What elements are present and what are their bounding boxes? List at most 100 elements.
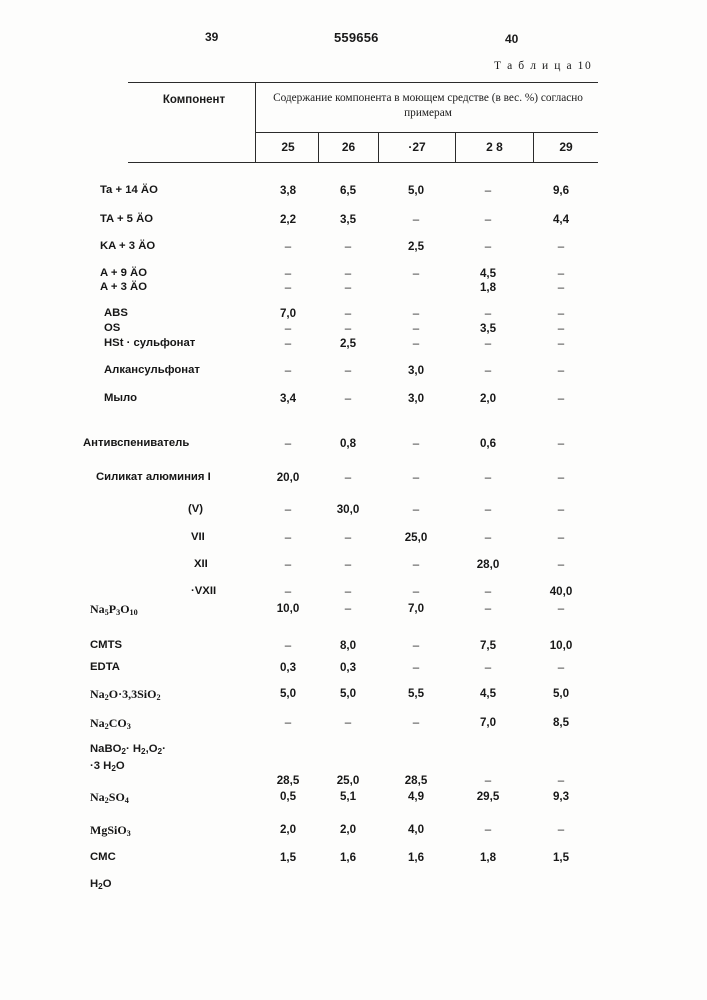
table-cell: 1,5 (528, 851, 594, 864)
table-cell: 2,5 (380, 240, 452, 253)
table-cell: 3,8 (258, 184, 318, 197)
row-label: Антивспениватель (83, 437, 189, 449)
table-cell: – (528, 823, 594, 836)
table-cell: – (528, 471, 594, 484)
table-row: Алкансульфонат––3,0–– (0, 364, 707, 382)
row-label: (V) (188, 503, 203, 515)
table-cell: – (258, 437, 318, 450)
table-cell: – (452, 364, 524, 377)
row-label: TA + 5 ÄO (100, 213, 153, 225)
table-cell: 8,5 (528, 716, 594, 729)
table-cell: – (318, 364, 378, 377)
table-cell: – (380, 322, 452, 335)
column-header-25: 25 (258, 140, 318, 154)
row-label: ABS (104, 307, 128, 319)
table-cell: 5,0 (380, 184, 452, 197)
table-cell: 28,5 (258, 774, 318, 787)
table-cell: – (258, 337, 318, 350)
table-cell: – (528, 531, 594, 544)
table-cell: 6,5 (318, 184, 378, 197)
table-cell: – (528, 392, 594, 405)
table-cell: – (380, 307, 452, 320)
table-cell: – (528, 281, 594, 294)
row-label: Мыло (104, 392, 137, 404)
column-header-28: 2 8 (456, 140, 533, 154)
row-label: A + 3 ÄO (100, 281, 147, 293)
table-cell: 20,0 (258, 471, 318, 484)
table-cell: 0,8 (318, 437, 378, 450)
table-row (0, 877, 707, 895)
table-row: ·VXII––––40,0 (0, 585, 707, 603)
table-cell: – (318, 240, 378, 253)
table-cell: 2,0 (258, 823, 318, 836)
row-label: Na2O·3,3SiO2 (90, 687, 161, 702)
table-cell: – (380, 267, 452, 280)
table-cell: – (380, 558, 452, 571)
table-cell: – (380, 661, 452, 674)
row-label: MgSiO3 (90, 823, 131, 838)
table-cell: – (452, 823, 524, 836)
table-row: Ta + 14 ÄO3,86,55,0–9,6 (0, 184, 707, 202)
table-row: VII––25,0–– (0, 531, 707, 549)
table-cell: – (452, 531, 524, 544)
table-cell: 7,0 (258, 307, 318, 320)
row-label: Алкансульфонат (104, 364, 200, 376)
row-label: ·VXII (191, 585, 216, 597)
table-cell: – (380, 639, 452, 652)
table-cell: 4,4 (528, 213, 594, 226)
table-rule-top (128, 82, 598, 83)
table-cell: 2,2 (258, 213, 318, 226)
column-header-component: Компонент (138, 94, 250, 106)
table-row: TA + 5 ÄO2,23,5––4,4 (0, 213, 707, 231)
table-cell: 1,6 (380, 851, 452, 864)
table-cell: 5,0 (258, 687, 318, 700)
table-cell: 2,0 (318, 823, 378, 836)
page-number-right: 40 (505, 32, 518, 46)
column-header-29: 29 (534, 140, 598, 154)
table-cell: – (258, 531, 318, 544)
table-cell: – (452, 471, 524, 484)
table-cell: – (452, 337, 524, 350)
table-cell: 9,6 (528, 184, 594, 197)
table-cell: – (452, 661, 524, 674)
table-cell: – (318, 267, 378, 280)
table-cell: – (318, 716, 378, 729)
running-head: 39 559656 40 (0, 30, 707, 52)
table-caption: Т а б л и ц а 10 (494, 60, 592, 72)
table-cell: 7,0 (380, 602, 452, 615)
table-cell: – (258, 716, 318, 729)
table-cell: 1,5 (258, 851, 318, 864)
row-label: HSt · сульфонат (104, 337, 195, 349)
row-label: Ta + 14 ÄO (100, 184, 158, 196)
table-cell: – (528, 661, 594, 674)
table-row: HSt · сульфонат–2,5––– (0, 337, 707, 355)
table-cell: 4,0 (380, 823, 452, 836)
table-cell: 7,0 (452, 716, 524, 729)
table-cell: 1,6 (318, 851, 378, 864)
table-cell: – (258, 267, 318, 280)
table-cell: – (318, 531, 378, 544)
table-cell: 30,0 (318, 503, 378, 516)
table-cell: – (258, 639, 318, 652)
table-cell: – (318, 281, 378, 294)
table-cell: – (380, 213, 452, 226)
table-cell: – (528, 503, 594, 516)
row-label: EDTA (90, 661, 120, 673)
table-cell: 28,0 (452, 558, 524, 571)
row-label: A + 9 ÄO (100, 267, 147, 279)
row-label: CMTS (90, 639, 122, 651)
table-header-frame: Компонент Содержание компонента в моющем… (128, 82, 598, 163)
table-row: EDTA0,30,3––– (0, 661, 707, 679)
table-cell: – (380, 437, 452, 450)
table-cell: 5,0 (318, 687, 378, 700)
table-cell: – (258, 558, 318, 571)
table-cell: – (258, 364, 318, 377)
row-label: OS (104, 322, 120, 334)
column-header-span: Содержание компонента в моющем средстве … (261, 91, 595, 121)
row-label-multiline: NaBO2· H2,O2··3 H2O (90, 742, 166, 776)
table-row: 28,525,028,5–– (0, 774, 707, 792)
table-cell: – (528, 364, 594, 377)
table-row: Мыло3,4–3,02,0– (0, 392, 707, 410)
table-row: (V)–30,0––– (0, 503, 707, 521)
column-header-27: ·27 (379, 140, 455, 154)
